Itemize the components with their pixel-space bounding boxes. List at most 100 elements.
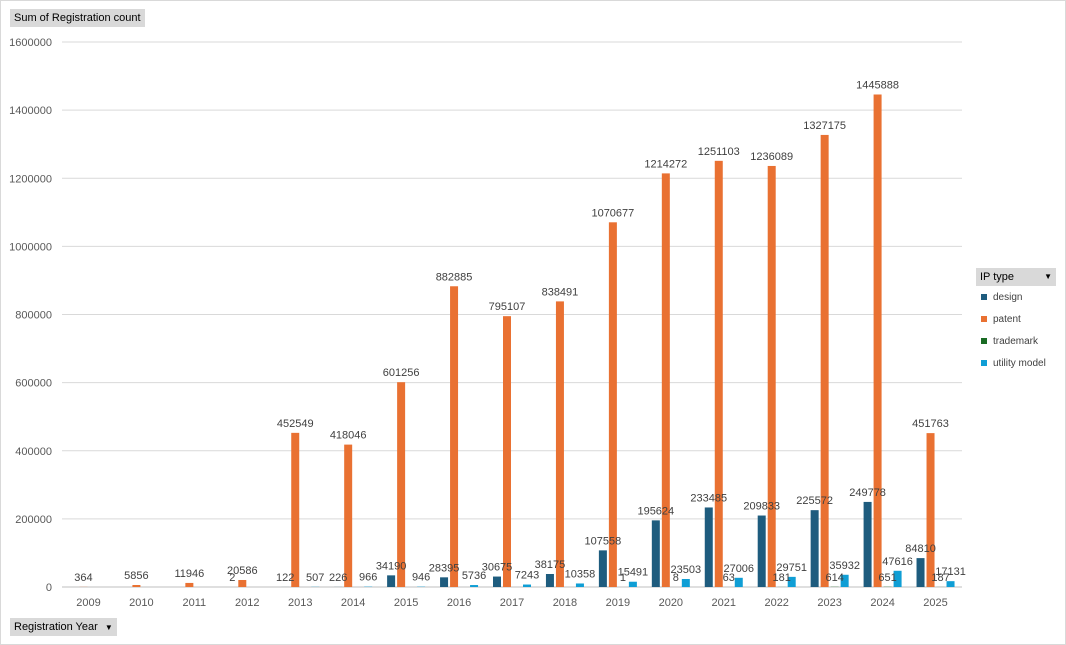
x-tick-label: 2017 bbox=[500, 597, 524, 609]
data-label: 1214272 bbox=[644, 158, 687, 170]
data-labels: 3645856119462205861224525495072264180469… bbox=[74, 79, 966, 584]
bar-design[interactable] bbox=[758, 516, 766, 587]
bar-patent[interactable] bbox=[874, 94, 882, 587]
legend-filter-button[interactable]: IP type ▼ bbox=[976, 268, 1056, 286]
axis-field-button[interactable]: Registration Year ▼ bbox=[10, 618, 117, 636]
bar-patent[interactable] bbox=[768, 166, 776, 587]
bar-design[interactable] bbox=[705, 507, 713, 587]
bar-design[interactable] bbox=[917, 558, 925, 587]
data-label: 1070677 bbox=[591, 207, 634, 219]
data-label: 651 bbox=[878, 572, 896, 584]
bar-utility-model[interactable] bbox=[735, 578, 743, 587]
legend-swatch bbox=[981, 294, 987, 300]
data-label: 1327175 bbox=[803, 120, 846, 132]
legend: IP type ▼ design patent trademark utilit… bbox=[976, 268, 1056, 374]
bar-patent[interactable] bbox=[662, 173, 670, 587]
data-label: 195624 bbox=[637, 505, 674, 517]
bar-design[interactable] bbox=[864, 502, 872, 587]
data-label: 84810 bbox=[905, 543, 936, 555]
bar-utility-model[interactable] bbox=[682, 579, 690, 587]
legend-title: IP type bbox=[980, 268, 1014, 286]
data-label: 451763 bbox=[912, 418, 949, 430]
y-tick-label: 1000000 bbox=[9, 241, 52, 253]
bar-patent[interactable] bbox=[821, 135, 829, 587]
y-axis-ticks: 0200000400000600000800000100000012000001… bbox=[9, 37, 52, 594]
bar-utility-model[interactable] bbox=[523, 585, 531, 587]
x-tick-label: 2013 bbox=[288, 597, 312, 609]
data-label: 249778 bbox=[849, 487, 886, 499]
bar-design[interactable] bbox=[811, 510, 819, 587]
data-label: 795107 bbox=[489, 301, 526, 313]
data-label: 1251103 bbox=[698, 146, 740, 158]
data-label: 364 bbox=[74, 572, 92, 584]
bar-design[interactable] bbox=[599, 550, 607, 587]
y-tick-label: 1400000 bbox=[9, 105, 52, 117]
y-tick-label: 1600000 bbox=[9, 37, 52, 49]
bar-patent[interactable] bbox=[927, 433, 935, 587]
legend-item-design[interactable]: design bbox=[976, 286, 1056, 308]
data-label: 507 bbox=[306, 572, 324, 584]
bar-design[interactable] bbox=[493, 577, 501, 587]
data-label: 11946 bbox=[174, 568, 204, 580]
bar-patent[interactable] bbox=[556, 301, 564, 587]
bar-patent[interactable] bbox=[238, 580, 246, 587]
axis-field-label: Registration Year bbox=[14, 621, 98, 633]
y-tick-label: 1200000 bbox=[9, 173, 52, 185]
bar-design[interactable] bbox=[652, 520, 660, 587]
x-tick-label: 2016 bbox=[447, 597, 471, 609]
legend-swatch bbox=[981, 316, 987, 322]
data-label: 35932 bbox=[829, 560, 860, 572]
data-label: 418046 bbox=[330, 430, 367, 442]
x-tick-label: 2021 bbox=[712, 597, 736, 609]
bar-patent[interactable] bbox=[503, 316, 511, 587]
legend-item-label: design bbox=[993, 292, 1022, 303]
x-tick-label: 2018 bbox=[553, 597, 577, 609]
data-label: 122 bbox=[276, 572, 294, 584]
data-label: 882885 bbox=[436, 271, 473, 283]
bar-design[interactable] bbox=[546, 574, 554, 587]
bar-utility-model[interactable] bbox=[576, 583, 584, 587]
data-label: 838491 bbox=[542, 286, 579, 298]
bar-design[interactable] bbox=[440, 577, 448, 587]
y-tick-label: 600000 bbox=[15, 378, 52, 390]
data-label: 107558 bbox=[585, 535, 622, 547]
data-label: 5856 bbox=[124, 570, 148, 582]
data-label: 29751 bbox=[776, 562, 807, 574]
bar-patent[interactable] bbox=[450, 286, 458, 587]
data-label: 1445888 bbox=[856, 79, 899, 91]
bar-patent[interactable] bbox=[397, 382, 405, 587]
x-tick-label: 2022 bbox=[764, 597, 788, 609]
data-label: 28395 bbox=[429, 562, 460, 574]
bar-utility-model[interactable] bbox=[470, 585, 478, 587]
bar-patent[interactable] bbox=[185, 583, 193, 587]
data-label: 225572 bbox=[796, 495, 833, 507]
bar-patent[interactable] bbox=[715, 161, 723, 587]
x-tick-label: 2024 bbox=[870, 597, 894, 609]
data-label: 20586 bbox=[227, 565, 258, 577]
bar-utility-model[interactable] bbox=[629, 582, 637, 587]
data-label: 614 bbox=[825, 572, 843, 584]
bar-patent[interactable] bbox=[132, 585, 140, 587]
x-tick-label: 2011 bbox=[183, 597, 207, 609]
legend-item-label: trademark bbox=[993, 336, 1038, 347]
x-tick-label: 2014 bbox=[341, 597, 365, 609]
legend-item-patent[interactable]: patent bbox=[976, 308, 1056, 330]
y-tick-label: 0 bbox=[46, 582, 52, 594]
data-label: 10358 bbox=[565, 568, 596, 580]
x-axis-ticks: 2009201020112012201320142015201620172018… bbox=[76, 597, 948, 609]
data-label: 966 bbox=[359, 572, 377, 584]
data-label: 946 bbox=[412, 572, 430, 584]
legend-item-utility-model[interactable]: utility model bbox=[976, 352, 1056, 374]
data-label: 27006 bbox=[723, 563, 754, 575]
bar-patent[interactable] bbox=[609, 222, 617, 587]
bar-patent[interactable] bbox=[291, 433, 299, 587]
data-label: 226 bbox=[329, 572, 347, 584]
y-tick-label: 200000 bbox=[15, 514, 52, 526]
bars bbox=[79, 94, 954, 587]
dropdown-arrow-icon: ▼ bbox=[1044, 268, 1052, 286]
legend-swatch bbox=[981, 360, 987, 366]
x-tick-label: 2009 bbox=[76, 597, 100, 609]
bar-design[interactable] bbox=[387, 575, 395, 587]
bar-patent[interactable] bbox=[344, 445, 352, 587]
legend-item-trademark[interactable]: trademark bbox=[976, 330, 1056, 352]
